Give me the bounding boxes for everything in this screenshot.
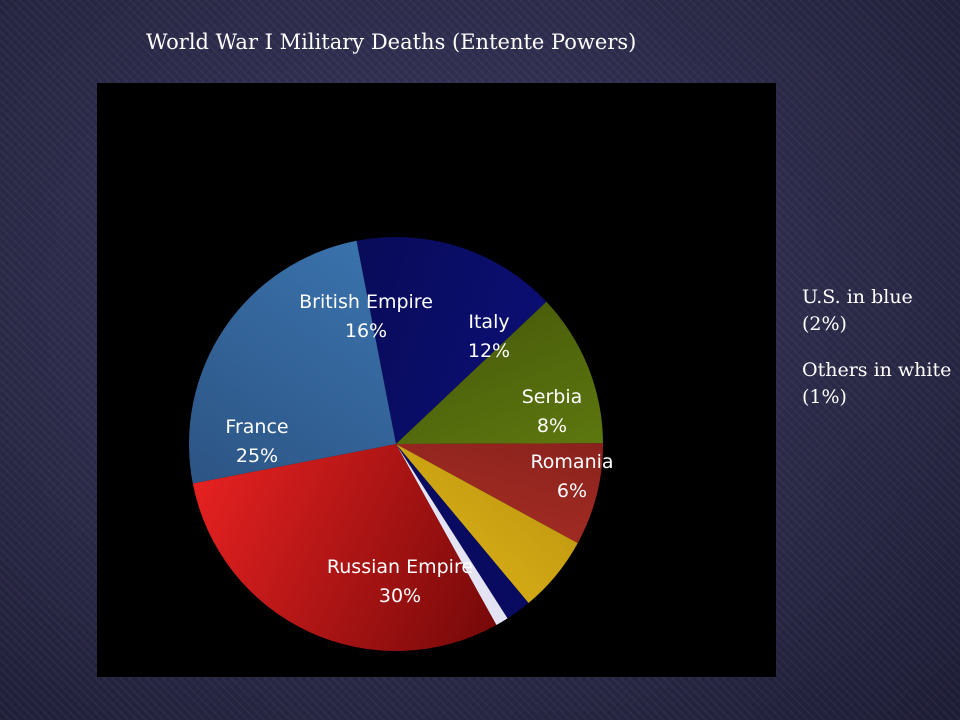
slice-label-serbia: Serbia xyxy=(522,386,583,408)
pie-slice-serbia xyxy=(396,443,604,544)
pie-slice-british-empire xyxy=(356,236,547,444)
slice-label-british-empire: British Empire xyxy=(299,291,433,313)
slice-value-british-empire: 16% xyxy=(345,320,387,342)
us-note: U.S. in blue (2%) xyxy=(802,286,913,335)
slice-value-romania: 6% xyxy=(557,480,587,502)
side-notes: U.S. in blue (2%) Others in white (1%) xyxy=(802,284,952,430)
pie-slice-russian-empire xyxy=(192,444,497,652)
pie-slice-romania xyxy=(396,444,578,604)
slice-value-serbia: 8% xyxy=(537,415,567,437)
slice-label-france: France xyxy=(225,416,288,438)
slice-value-russian-empire: 30% xyxy=(379,585,421,607)
others-note: Others in white (1%) xyxy=(802,359,952,408)
pie-chart: British Empire 16% Italy 12% Serbia 8% Romania… xyxy=(188,236,614,652)
pie-slice-others xyxy=(396,444,508,626)
slide-title: World War I Military Deaths (Entente Pow… xyxy=(146,30,637,54)
slice-value-france: 25% xyxy=(236,445,278,467)
slice-value-italy: 12% xyxy=(468,340,510,362)
pie-slice-u-s xyxy=(396,444,529,619)
slice-label-romania: Romania xyxy=(530,451,613,473)
pie-slice-italy xyxy=(396,301,603,444)
slice-label-italy: Italy xyxy=(468,311,509,333)
chart-panel: British Empire 16% Italy 12% Serbia 8% Romania… xyxy=(97,83,776,677)
pie-slice-france xyxy=(188,240,396,484)
slice-label-russian-empire: Russian Empire xyxy=(327,556,473,578)
